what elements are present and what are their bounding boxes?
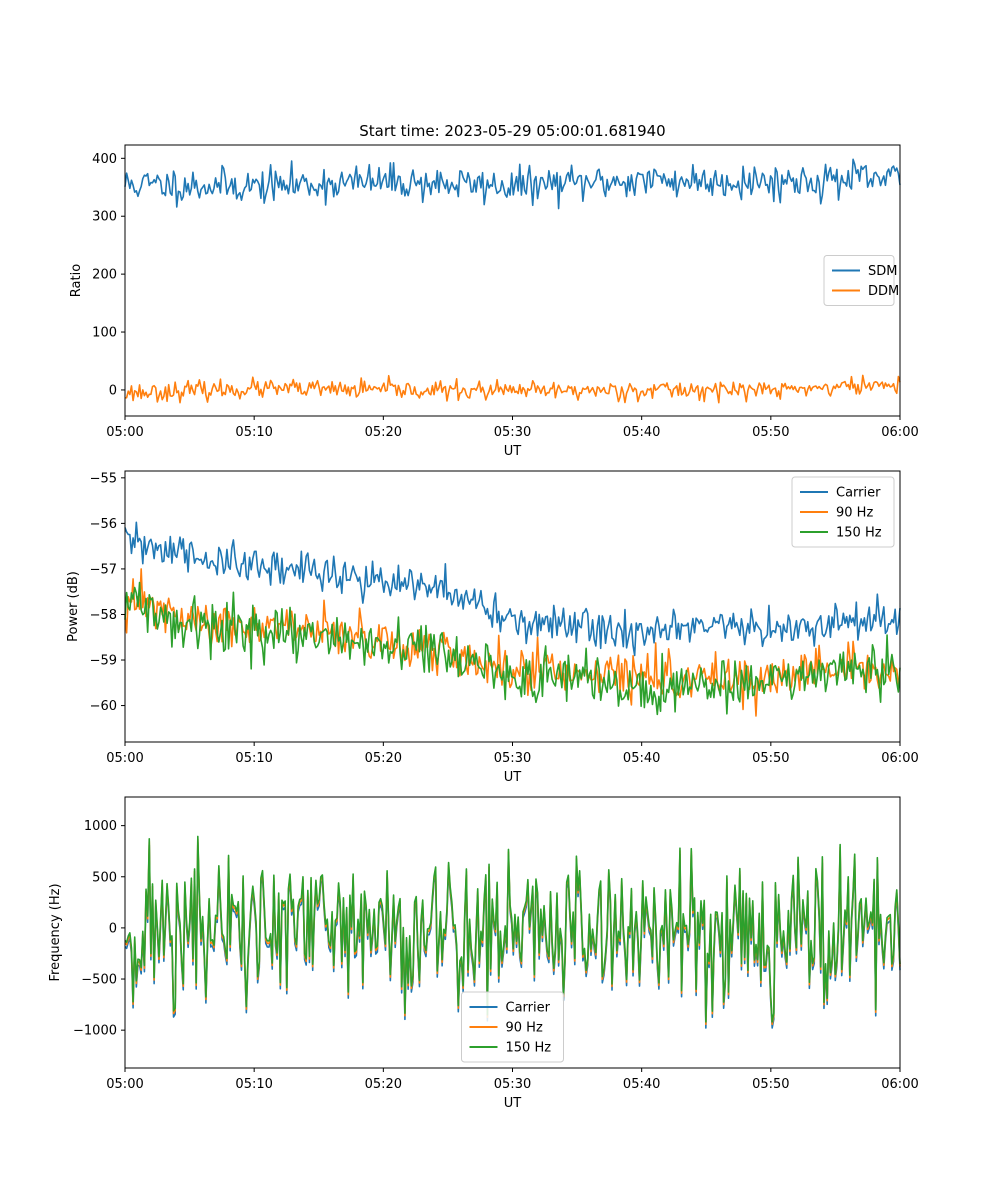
legend-entry: 90 Hz <box>506 1021 543 1036</box>
x-tick-label: 05:20 <box>365 425 402 440</box>
legend-entry: 90 Hz <box>836 506 873 521</box>
y-tick-label: 400 <box>92 152 117 167</box>
power-y-axis: −55 −56 −57 −58 −59 −60 <box>90 471 125 714</box>
power-axes-frame <box>124 470 901 743</box>
y-tick-label: 0 <box>109 383 117 398</box>
x-tick-label: 05:40 <box>623 751 660 766</box>
x-tick-label: 05:10 <box>235 1077 272 1092</box>
y-tick-label: −1000 <box>73 1024 117 1039</box>
y-tick-label: −58 <box>90 608 117 623</box>
frequency-x-axis-label: UT <box>504 1096 522 1111</box>
x-tick-label: 05:40 <box>623 425 660 440</box>
series-line-150-hz <box>124 835 901 1023</box>
x-tick-label: 05:30 <box>494 425 531 440</box>
ratio-panel: 05:00 05:10 05:20 05:30 05:40 05:50 06:00 0 100… <box>69 144 919 459</box>
power-plot-area <box>124 521 901 717</box>
legend-box <box>823 255 895 306</box>
series-line-ddm <box>124 374 901 404</box>
series-line-150-hz <box>124 581 901 716</box>
legend-entry: DDM <box>868 284 899 299</box>
power-legend: Carrier 90 Hz 150 Hz <box>791 476 895 548</box>
y-tick-label: 100 <box>92 326 117 341</box>
series-line-sdm <box>124 158 901 210</box>
legend-entry: Carrier <box>836 486 881 501</box>
frequency-plot-area <box>124 835 901 1029</box>
power-x-axis-label: UT <box>504 770 522 785</box>
y-tick-label: 1000 <box>84 819 117 834</box>
legend-entry: SDM <box>868 264 897 279</box>
x-tick-label: 06:00 <box>881 1077 918 1092</box>
y-tick-label: −57 <box>90 562 117 577</box>
y-tick-label: −500 <box>81 973 117 988</box>
x-tick-label: 05:20 <box>365 751 402 766</box>
legend-box <box>461 991 564 1063</box>
x-tick-label: 05:10 <box>235 425 272 440</box>
legend-entry: 150 Hz <box>836 526 882 541</box>
ratio-y-axis: 0 100 200 300 400 <box>92 152 125 398</box>
x-tick-label: 06:00 <box>881 751 918 766</box>
x-tick-label: 05:00 <box>106 751 143 766</box>
y-tick-label: −60 <box>90 699 117 714</box>
power-panel: 05:00 05:10 05:20 05:30 05:40 05:50 06:00 −55−… <box>66 470 919 785</box>
ratio-legend: SDM DDM <box>823 255 899 306</box>
ratio-x-axis-label: UT <box>504 444 522 459</box>
y-tick-label: −55 <box>90 471 117 486</box>
ratio-plot-area <box>124 158 901 404</box>
ratio-x-axis: 05:00 05:10 05:20 05:30 05:40 05:50 06:00 <box>106 416 919 440</box>
y-tick-label: 500 <box>92 870 117 885</box>
x-tick-label: 05:50 <box>752 1077 789 1092</box>
legend-box <box>791 476 895 548</box>
x-tick-label: 05:00 <box>106 1077 143 1092</box>
legend-entry: 150 Hz <box>506 1041 552 1056</box>
y-tick-label: 300 <box>92 210 117 225</box>
frequency-x-axis: 05:00 05:10 05:20 05:30 05:40 05:50 06:00 <box>106 1068 919 1092</box>
x-tick-label: 05:40 <box>623 1077 660 1092</box>
x-tick-label: 06:00 <box>881 425 918 440</box>
x-tick-label: 05:50 <box>752 751 789 766</box>
y-tick-label: 0 <box>109 921 117 936</box>
x-tick-label: 05:20 <box>365 1077 402 1092</box>
y-tick-label: −56 <box>90 517 117 532</box>
ratio-y-axis-label: Ratio <box>69 264 84 297</box>
legend-entry: Carrier <box>506 1001 551 1016</box>
series-line-carrier <box>124 521 901 657</box>
y-tick-label: −59 <box>90 654 117 669</box>
frequency-legend: Carrier 90 Hz 150 Hz <box>461 991 564 1063</box>
y-tick-label: 200 <box>92 268 117 283</box>
power-y-axis-label: Power (dB) <box>66 571 81 642</box>
figure-title: Start time: 2023-05-29 05:00:01.681940 <box>359 122 665 140</box>
x-tick-label: 05:30 <box>494 751 531 766</box>
series-line-90-hz <box>124 568 901 717</box>
power-x-axis: 05:00 05:10 05:20 05:30 05:40 05:50 06:00 <box>106 742 919 766</box>
frequency-y-axis: 1000 500 0 −500 −1000 <box>73 819 125 1039</box>
frequency-y-axis-label: Frequency (Hz) <box>48 883 63 981</box>
x-tick-label: 05:30 <box>494 1077 531 1092</box>
frequency-panel: 05:00 05:10 05:20 05:30 05:40 05:50 06:00 1000… <box>48 796 919 1111</box>
x-tick-label: 05:10 <box>235 751 272 766</box>
x-tick-label: 05:50 <box>752 425 789 440</box>
x-tick-label: 05:00 <box>106 425 143 440</box>
